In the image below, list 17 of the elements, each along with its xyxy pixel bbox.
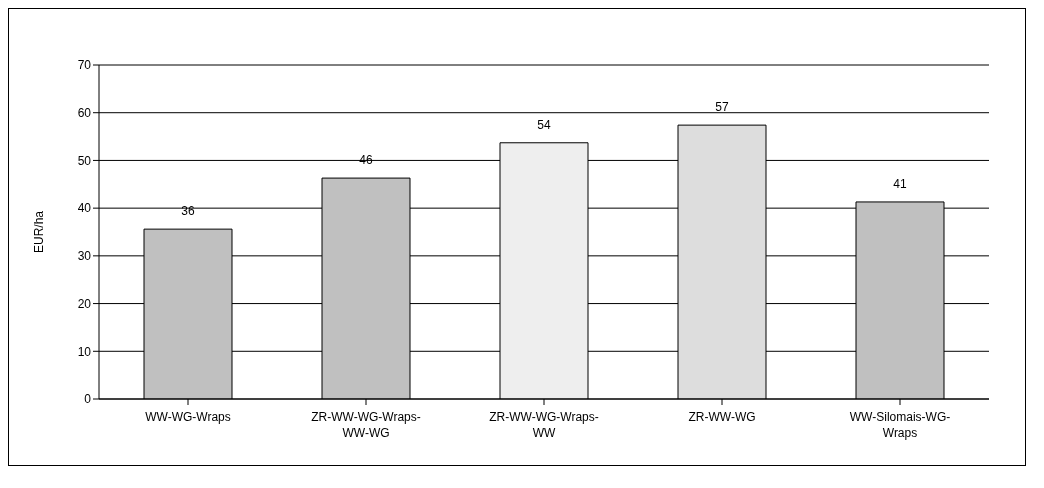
- x-tick-label: ZR-WW-WG: [688, 410, 756, 424]
- data-label: 54: [537, 117, 551, 132]
- y-tick-label: 30: [77, 249, 92, 264]
- data-label: 41: [893, 176, 907, 191]
- y-axis-title: EUR/ha: [32, 210, 47, 254]
- y-tick-label: 40: [77, 201, 92, 216]
- y-tick-label: 70: [77, 58, 92, 73]
- x-tick-label: WW-Silomais-WG-Wraps: [849, 410, 951, 440]
- y-tick-label: 60: [77, 105, 92, 120]
- y-tick-label: 50: [77, 153, 92, 168]
- x-tick-label: ZR-WW-WG-Wraps-WW: [489, 410, 599, 440]
- y-tick-label: 0: [84, 392, 92, 407]
- y-tick-label: 20: [77, 296, 92, 311]
- y-tick-label: 10: [77, 344, 92, 359]
- data-label: 57: [715, 100, 729, 115]
- x-tick-label: ZR-WW-WG-Wraps-WW-WG: [311, 410, 421, 440]
- x-tick-label: WW-WG-Wraps: [145, 410, 231, 424]
